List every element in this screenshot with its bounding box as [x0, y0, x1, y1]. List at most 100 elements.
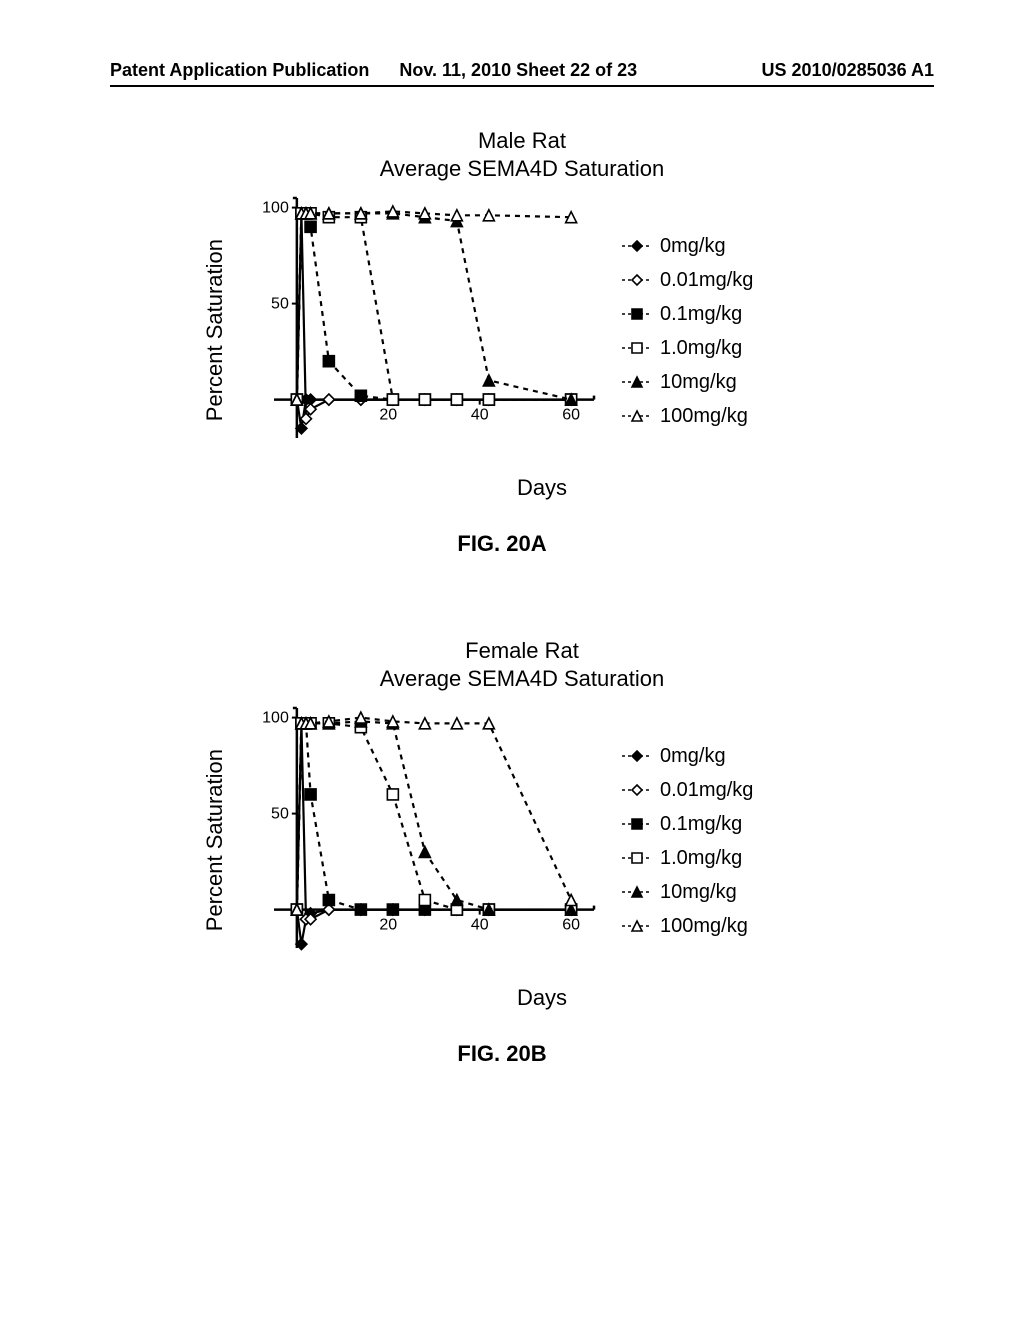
legend-marker-icon: [622, 375, 652, 389]
series-line: [297, 723, 571, 919]
legend-swatch: [622, 817, 652, 831]
legend-row: 1.0mg/kg: [622, 331, 753, 365]
legend-row: 0mg/kg: [622, 739, 753, 773]
legend-row: 10mg/kg: [622, 365, 753, 399]
series-line: [297, 400, 571, 429]
legend-marker-icon: [622, 239, 652, 253]
legend-row: 100mg/kg: [622, 909, 753, 943]
legend-swatch: [622, 409, 652, 423]
data-marker: [632, 343, 642, 353]
data-marker: [483, 375, 494, 386]
legend-swatch: [622, 749, 652, 763]
figure-20a-ylabel: Percent Saturation: [202, 239, 228, 421]
series-line: [297, 910, 571, 945]
figure-20b-caption: FIG. 20B: [162, 1041, 842, 1067]
data-marker: [305, 221, 316, 232]
legend-label: 0mg/kg: [660, 739, 726, 773]
data-marker: [451, 394, 462, 405]
legend-marker-icon: [622, 273, 652, 287]
data-marker: [323, 356, 334, 367]
data-marker: [632, 751, 642, 761]
data-marker: [632, 819, 642, 829]
legend-label: 10mg/kg: [660, 365, 737, 399]
legend-row: 0.01mg/kg: [622, 263, 753, 297]
series-line: [297, 723, 571, 909]
figure-20a-caption: FIG. 20A: [162, 531, 842, 557]
header-mid: Nov. 11, 2010 Sheet 22 of 23: [399, 60, 637, 81]
legend-row: 0.1mg/kg: [622, 297, 753, 331]
figure-20a-title-line2: Average SEMA4D Saturation: [380, 156, 665, 181]
legend-swatch: [622, 919, 652, 933]
legend-marker-icon: [622, 885, 652, 899]
figure-20a-plot: 50 100 20 40 60: [238, 188, 604, 473]
figure-20b-xlabel: Days: [242, 985, 842, 1011]
data-marker: [419, 847, 430, 858]
figure-20a-xlabel: Days: [242, 475, 842, 501]
legend-swatch: [622, 307, 652, 321]
legend-label: 100mg/kg: [660, 399, 748, 433]
legend-label: 1.0mg/kg: [660, 331, 742, 365]
data-marker: [451, 718, 462, 729]
figure-20b-ylabel: Percent Saturation: [202, 749, 228, 931]
header-left: Patent Application Publication: [110, 60, 369, 81]
legend-label: 1.0mg/kg: [660, 841, 742, 875]
legend-label: 0.01mg/kg: [660, 773, 753, 807]
x-tick-label: 20: [379, 407, 397, 424]
data-marker: [632, 241, 642, 251]
data-marker: [387, 789, 398, 800]
legend-marker-icon: [622, 341, 652, 355]
legend-row: 1.0mg/kg: [622, 841, 753, 875]
data-marker: [419, 394, 430, 405]
data-marker: [323, 895, 334, 906]
x-tick-label: 20: [379, 917, 397, 934]
legend-marker-icon: [622, 919, 652, 933]
figure-20b-title-line1: Female Rat: [465, 638, 579, 663]
data-marker: [632, 275, 642, 285]
series-line: [297, 723, 571, 909]
chart-svg: 50 100 20 40 60: [238, 188, 604, 468]
data-marker: [632, 309, 642, 319]
legend-swatch: [622, 783, 652, 797]
y-tick-label: 100: [262, 200, 289, 217]
legend-row: 10mg/kg: [622, 875, 753, 909]
legend-swatch: [622, 885, 652, 899]
data-marker: [387, 904, 398, 915]
x-tick-label: 60: [562, 917, 580, 934]
legend-marker-icon: [622, 783, 652, 797]
legend-swatch: [622, 375, 652, 389]
x-tick-label: 40: [471, 407, 489, 424]
legend-label: 100mg/kg: [660, 909, 748, 943]
figure-20b-title: Female Rat Average SEMA4D Saturation: [202, 637, 842, 692]
x-tick-label: 60: [562, 407, 580, 424]
legend-row: 0mg/kg: [622, 229, 753, 263]
y-tick-label: 50: [271, 296, 289, 313]
data-marker: [323, 394, 334, 405]
series-line: [297, 213, 571, 399]
legend-marker-icon: [622, 307, 652, 321]
legend-marker-icon: [622, 749, 652, 763]
data-marker: [355, 904, 366, 915]
figure-20a-title: Male Rat Average SEMA4D Saturation: [202, 127, 842, 182]
legend-marker-icon: [622, 409, 652, 423]
data-marker: [387, 394, 398, 405]
figure-20b: Female Rat Average SEMA4D Saturation Per…: [202, 637, 842, 1067]
legend-row: 100mg/kg: [622, 399, 753, 433]
y-tick-label: 50: [271, 806, 289, 823]
legend-label: 0.01mg/kg: [660, 263, 753, 297]
legend-row: 0.01mg/kg: [622, 773, 753, 807]
series-line: [297, 213, 571, 418]
legend-swatch: [622, 273, 652, 287]
series-line: [297, 718, 571, 910]
data-marker: [355, 390, 366, 401]
legend-label: 0.1mg/kg: [660, 807, 742, 841]
legend-label: 0.1mg/kg: [660, 297, 742, 331]
legend-swatch: [622, 239, 652, 253]
y-tick-label: 100: [262, 710, 289, 727]
page-header: Patent Application Publication Nov. 11, …: [110, 60, 934, 87]
data-marker: [419, 895, 430, 906]
figure-20a-legend: 0mg/kg 0.01mg/kg 0.1mg/kg 1.0mg/kg: [622, 229, 753, 433]
chart-svg: 50100204060: [238, 698, 604, 978]
legend-label: 0mg/kg: [660, 229, 726, 263]
legend-label: 10mg/kg: [660, 875, 737, 909]
data-marker: [632, 853, 642, 863]
